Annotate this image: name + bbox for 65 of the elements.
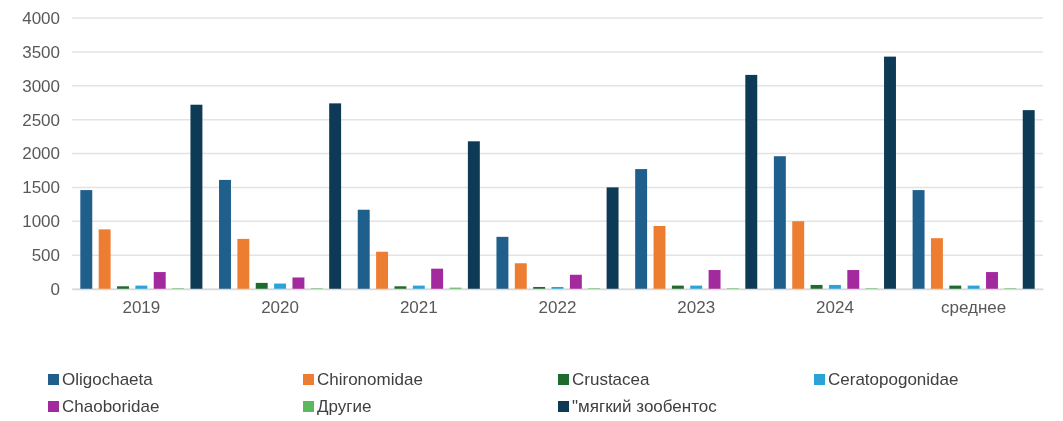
bar (635, 169, 648, 289)
legend-label: Ceratopogonidae (828, 370, 959, 389)
bar (792, 221, 805, 289)
bar (930, 238, 943, 289)
bar (986, 272, 998, 289)
bar (376, 251, 389, 289)
bar (847, 270, 860, 289)
bar (274, 283, 287, 289)
bar (912, 190, 925, 289)
bar (394, 286, 407, 289)
y-tick-label: 0 (50, 279, 60, 299)
bar (551, 286, 564, 289)
bar (708, 270, 721, 289)
x-tick-label: 2023 (677, 298, 716, 318)
bar (98, 229, 111, 289)
bar (292, 277, 305, 289)
bar (329, 103, 342, 289)
bar (606, 187, 619, 289)
legend-label: Oligochaeta (62, 370, 154, 389)
bar (237, 238, 250, 289)
bar (135, 285, 148, 289)
legend-label: Другие (317, 397, 372, 416)
x-tick-label: 2022 (538, 298, 577, 318)
bar (884, 56, 896, 289)
bar (514, 263, 527, 289)
x-tick-label: 2019 (122, 298, 161, 318)
bar (810, 284, 823, 289)
bar (496, 236, 509, 289)
legend-label: Crustacea (572, 370, 651, 389)
legend-label: "мягкий зообентос (572, 397, 718, 416)
x-tick-label: 2024 (816, 298, 854, 318)
x-tick-label: 2021 (399, 298, 438, 318)
x-tick-label: среднее (941, 298, 1007, 318)
bar (773, 156, 786, 289)
bar (533, 286, 546, 289)
bar (1022, 110, 1035, 289)
bar (949, 285, 962, 289)
y-tick-label: 500 (31, 246, 60, 266)
y-tick-label: 1000 (22, 212, 60, 232)
bar (431, 268, 444, 289)
bar (357, 209, 370, 289)
bar (828, 284, 841, 289)
bar (255, 282, 268, 289)
y-tick-label: 3500 (22, 42, 60, 62)
bar (412, 285, 425, 289)
bar (80, 190, 93, 289)
y-tick-label: 2000 (22, 144, 60, 164)
bar (745, 74, 758, 289)
bar (153, 272, 166, 289)
bar (117, 286, 129, 289)
x-tick-label: 2020 (261, 298, 299, 318)
legend-label: Chironomidae (317, 370, 423, 389)
bar (653, 225, 666, 289)
y-tick-label: 4000 (22, 8, 60, 28)
bar (967, 285, 980, 289)
legend-label: Chaoboridae (62, 397, 160, 416)
bar (690, 285, 703, 289)
bar (219, 179, 231, 289)
y-tick-label: 1500 (22, 178, 60, 198)
bar (569, 274, 582, 289)
bar (467, 141, 480, 289)
bar (190, 104, 203, 289)
bar (671, 285, 684, 289)
y-tick-label: 3000 (22, 76, 60, 96)
y-tick-label: 2500 (22, 110, 60, 130)
